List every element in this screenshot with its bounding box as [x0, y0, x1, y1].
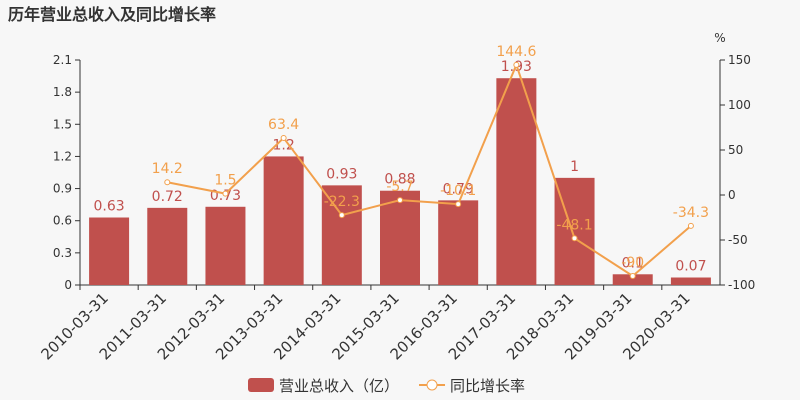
line-point — [280, 134, 287, 141]
bar — [670, 277, 711, 285]
line-point — [397, 197, 403, 204]
legend-label: 同比增长率 — [450, 377, 525, 395]
line-point — [629, 273, 636, 279]
bar — [263, 156, 304, 285]
y2-tick-label: 150 — [728, 53, 751, 67]
line-point — [571, 235, 578, 242]
line-label: -22.3 — [324, 194, 360, 210]
y2-tick-label: 100 — [728, 98, 751, 112]
bar-label: 1.2 — [273, 137, 295, 153]
y-tick-label: 0 — [64, 278, 72, 292]
legend-label: 营业总收入（亿） — [279, 377, 399, 395]
y2-tick-label: 0 — [728, 188, 736, 202]
y-tick-label: 2.1 — [53, 53, 72, 67]
bar-label: 0.63 — [94, 199, 125, 215]
line-label: -5.7 — [386, 179, 413, 195]
y-tick-label: 0.6 — [53, 214, 72, 228]
y-tick-label: 1.2 — [53, 149, 72, 163]
legend-swatch — [248, 378, 274, 392]
y-tick-label: 1.5 — [53, 117, 72, 131]
line-label: 1.5 — [214, 173, 236, 189]
y-tick-label: 0.3 — [53, 246, 72, 260]
line-label: -90 — [621, 255, 644, 271]
line — [167, 62, 692, 278]
chart-title: 历年营业总收入及同比增长率 — [8, 5, 216, 24]
line-point — [164, 179, 171, 186]
bar — [612, 274, 653, 285]
y-tick-label: 0.9 — [53, 182, 72, 196]
legend-dot — [426, 379, 438, 391]
line-label: -34.3 — [673, 205, 709, 221]
line-label: -10.1 — [440, 183, 476, 199]
bar-label: 0.88 — [384, 172, 415, 188]
line-point — [455, 201, 462, 208]
bar — [321, 185, 362, 285]
bar — [147, 207, 188, 285]
line-label: 14.2 — [152, 161, 183, 177]
bar — [89, 217, 130, 285]
y-tick-label: 1.8 — [53, 85, 72, 99]
line-point — [687, 222, 694, 229]
bar-label: 0.07 — [675, 259, 706, 275]
y2-tick-label: -100 — [728, 278, 755, 292]
bar — [380, 190, 420, 285]
line-point — [513, 61, 520, 68]
bar-label: 0.72 — [152, 189, 183, 205]
bar — [496, 78, 537, 285]
line-label: 144.6 — [496, 44, 536, 60]
y2-unit: % — [714, 31, 725, 45]
line-point — [222, 190, 229, 197]
bar — [438, 200, 479, 285]
bar — [205, 206, 246, 285]
line-label: -48.1 — [556, 217, 592, 233]
bar-label: 0.93 — [326, 166, 357, 182]
bar-label: 0.1 — [622, 255, 644, 271]
bar-label: 1 — [570, 159, 579, 175]
y2-tick-label: -50 — [728, 233, 748, 247]
line-point — [338, 212, 345, 219]
line-label: 63.4 — [268, 117, 299, 133]
y2-tick-label: 50 — [728, 143, 743, 157]
